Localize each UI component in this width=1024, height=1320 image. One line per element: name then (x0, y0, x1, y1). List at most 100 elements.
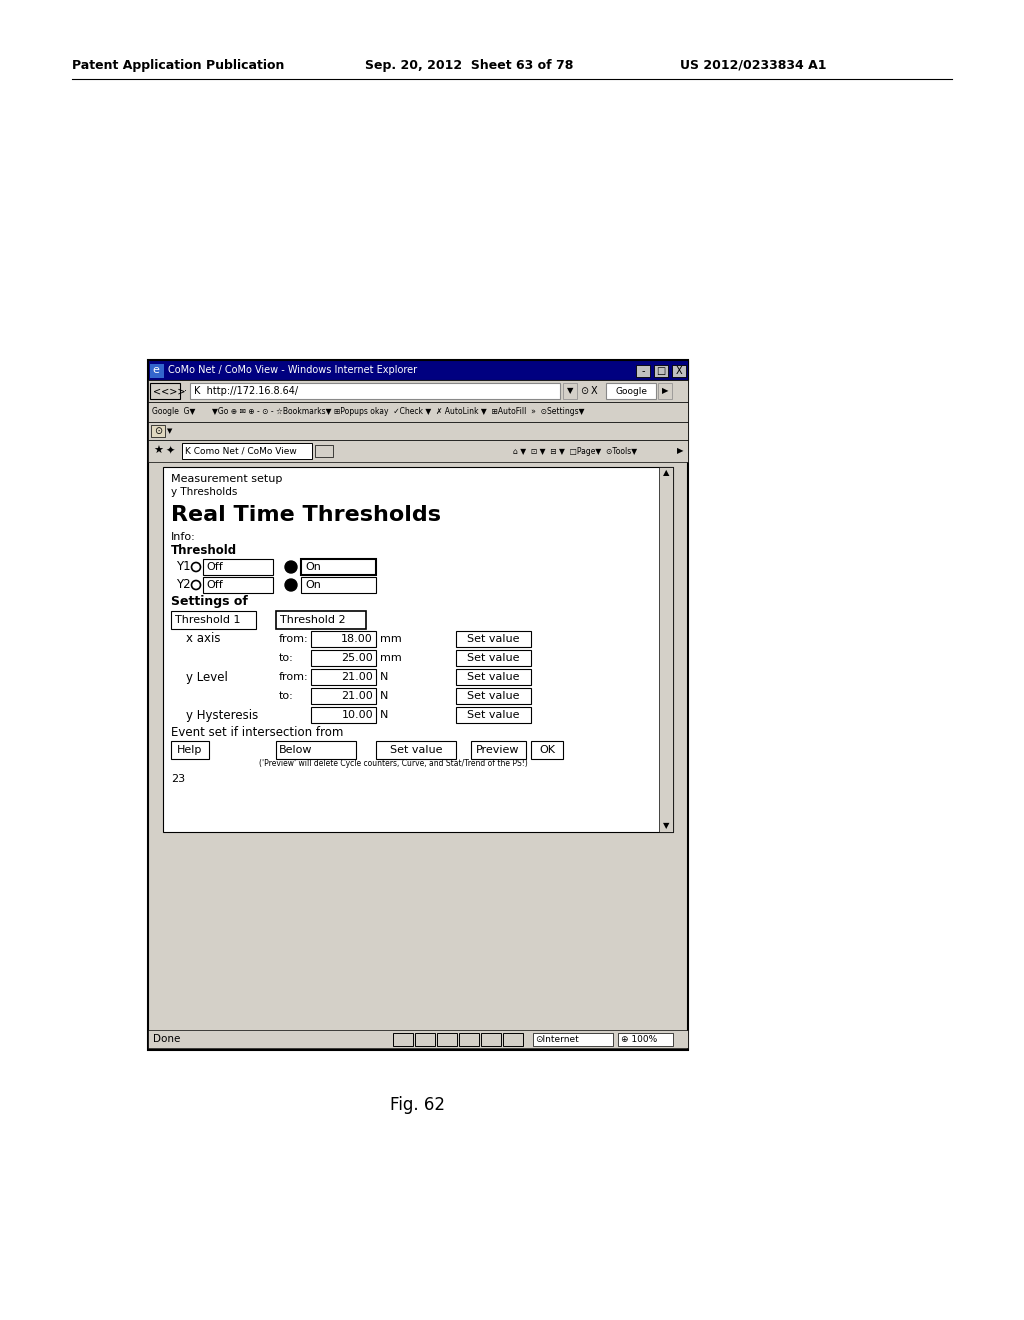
Text: Info:: Info: (171, 532, 196, 543)
Text: Measurement setup: Measurement setup (171, 474, 283, 484)
Text: Real Time Thresholds: Real Time Thresholds (171, 506, 441, 525)
Bar (672, 366, 686, 378)
Text: Off: Off (206, 579, 223, 590)
Text: Fig. 62: Fig. 62 (390, 1096, 445, 1114)
Text: from:: from: (279, 672, 308, 682)
Text: y Level: y Level (186, 671, 228, 684)
Text: On: On (305, 579, 321, 590)
Bar (415, 1034, 435, 1045)
Bar (531, 741, 563, 759)
Bar (148, 380, 688, 403)
Text: to:: to: (279, 653, 294, 663)
Text: ▶: ▶ (677, 446, 683, 455)
Bar (376, 741, 456, 759)
Text: Sep. 20, 2012  Sheet 63 of 78: Sep. 20, 2012 Sheet 63 of 78 (365, 58, 573, 71)
Text: 21.00: 21.00 (341, 672, 373, 682)
Bar (150, 383, 180, 399)
Text: ▼: ▼ (566, 387, 573, 396)
Bar (148, 360, 688, 1049)
Text: ★: ★ (153, 446, 163, 455)
Bar (437, 1034, 457, 1045)
Bar (658, 383, 672, 399)
Bar (456, 688, 531, 704)
Text: 21.00: 21.00 (341, 690, 373, 701)
Text: Y1: Y1 (176, 561, 190, 573)
Bar (471, 741, 526, 759)
Text: ('Preview' will delete Cycle counters, Curve, and Stat/Trend of the PS!): ('Preview' will delete Cycle counters, C… (259, 759, 527, 768)
Bar (148, 1030, 688, 1048)
Text: N: N (380, 672, 388, 682)
Bar (618, 1034, 673, 1045)
Text: e: e (152, 366, 159, 375)
Text: US 2012/0233834 A1: US 2012/0233834 A1 (680, 58, 826, 71)
Bar (481, 1034, 501, 1045)
Bar (456, 708, 531, 723)
Bar (606, 383, 656, 399)
Text: mm: mm (380, 653, 401, 663)
Text: N: N (380, 710, 388, 719)
Bar (534, 1034, 613, 1045)
Text: mm: mm (380, 634, 401, 644)
Text: N: N (380, 690, 388, 701)
Text: X: X (676, 366, 682, 376)
Bar (148, 422, 688, 440)
Text: CoMo Net / CoMo View - Windows Internet Explorer: CoMo Net / CoMo View - Windows Internet … (168, 366, 417, 375)
Text: Settings of: Settings of (171, 595, 248, 609)
Bar (203, 558, 273, 576)
Text: 23: 23 (171, 774, 185, 784)
Text: 18.00: 18.00 (341, 634, 373, 644)
Text: ▲: ▲ (663, 469, 670, 478)
Bar (393, 1034, 413, 1045)
Bar (636, 366, 650, 378)
Text: Threshold 1: Threshold 1 (175, 615, 241, 624)
Bar (148, 403, 688, 422)
Text: Set value: Set value (467, 672, 519, 682)
Text: y Hysteresis: y Hysteresis (186, 709, 258, 722)
Bar (503, 1034, 523, 1045)
Text: Threshold 2: Threshold 2 (280, 615, 346, 624)
Bar (456, 649, 531, 667)
Bar (182, 444, 312, 459)
Text: ⊙: ⊙ (580, 385, 588, 396)
Bar (311, 708, 376, 723)
Text: 10.00: 10.00 (341, 710, 373, 719)
Bar (171, 611, 256, 630)
Bar (301, 577, 376, 593)
Text: X: X (591, 385, 598, 396)
Bar (276, 741, 356, 759)
Text: ▶: ▶ (662, 387, 669, 396)
Text: ·: · (184, 385, 187, 396)
Text: ▼: ▼ (663, 821, 670, 830)
Text: □: □ (656, 366, 666, 376)
Text: ⊙Internet: ⊙Internet (535, 1035, 579, 1044)
Text: to:: to: (279, 690, 294, 701)
Text: Set value: Set value (467, 710, 519, 719)
Bar (190, 383, 560, 399)
Bar (456, 669, 531, 685)
Text: ✦: ✦ (166, 446, 175, 455)
Bar (276, 611, 366, 630)
Text: x axis: x axis (186, 632, 220, 645)
Text: Google: Google (615, 387, 647, 396)
Bar (311, 649, 376, 667)
Bar (459, 1034, 479, 1045)
Text: Google  G▼       ▼Go ⊕ ✉ ⊕ - ⊙ - ☆Bookmarks▼ ⊞Popups okay  ✓Check ▼  ✗ AutoLink : Google G▼ ▼Go ⊕ ✉ ⊕ - ⊙ - ☆Bookmarks▼ ⊞P… (152, 408, 585, 417)
Circle shape (285, 579, 297, 591)
Text: y Thresholds: y Thresholds (171, 487, 238, 498)
Bar (203, 577, 273, 593)
Text: Preview: Preview (476, 744, 520, 755)
Text: OK: OK (539, 744, 555, 755)
Text: Off: Off (206, 562, 223, 572)
Bar (311, 631, 376, 647)
Bar (659, 467, 673, 832)
Text: Help: Help (177, 744, 203, 755)
Bar (171, 741, 209, 759)
Text: ⊙: ⊙ (154, 426, 162, 436)
Bar (151, 425, 165, 437)
Text: Patent Application Publication: Patent Application Publication (72, 58, 285, 71)
Bar (148, 360, 688, 380)
Bar (654, 366, 668, 378)
Text: from:: from: (279, 634, 308, 644)
Text: Event set if intersection from: Event set if intersection from (171, 726, 343, 738)
Text: Set value: Set value (467, 634, 519, 644)
